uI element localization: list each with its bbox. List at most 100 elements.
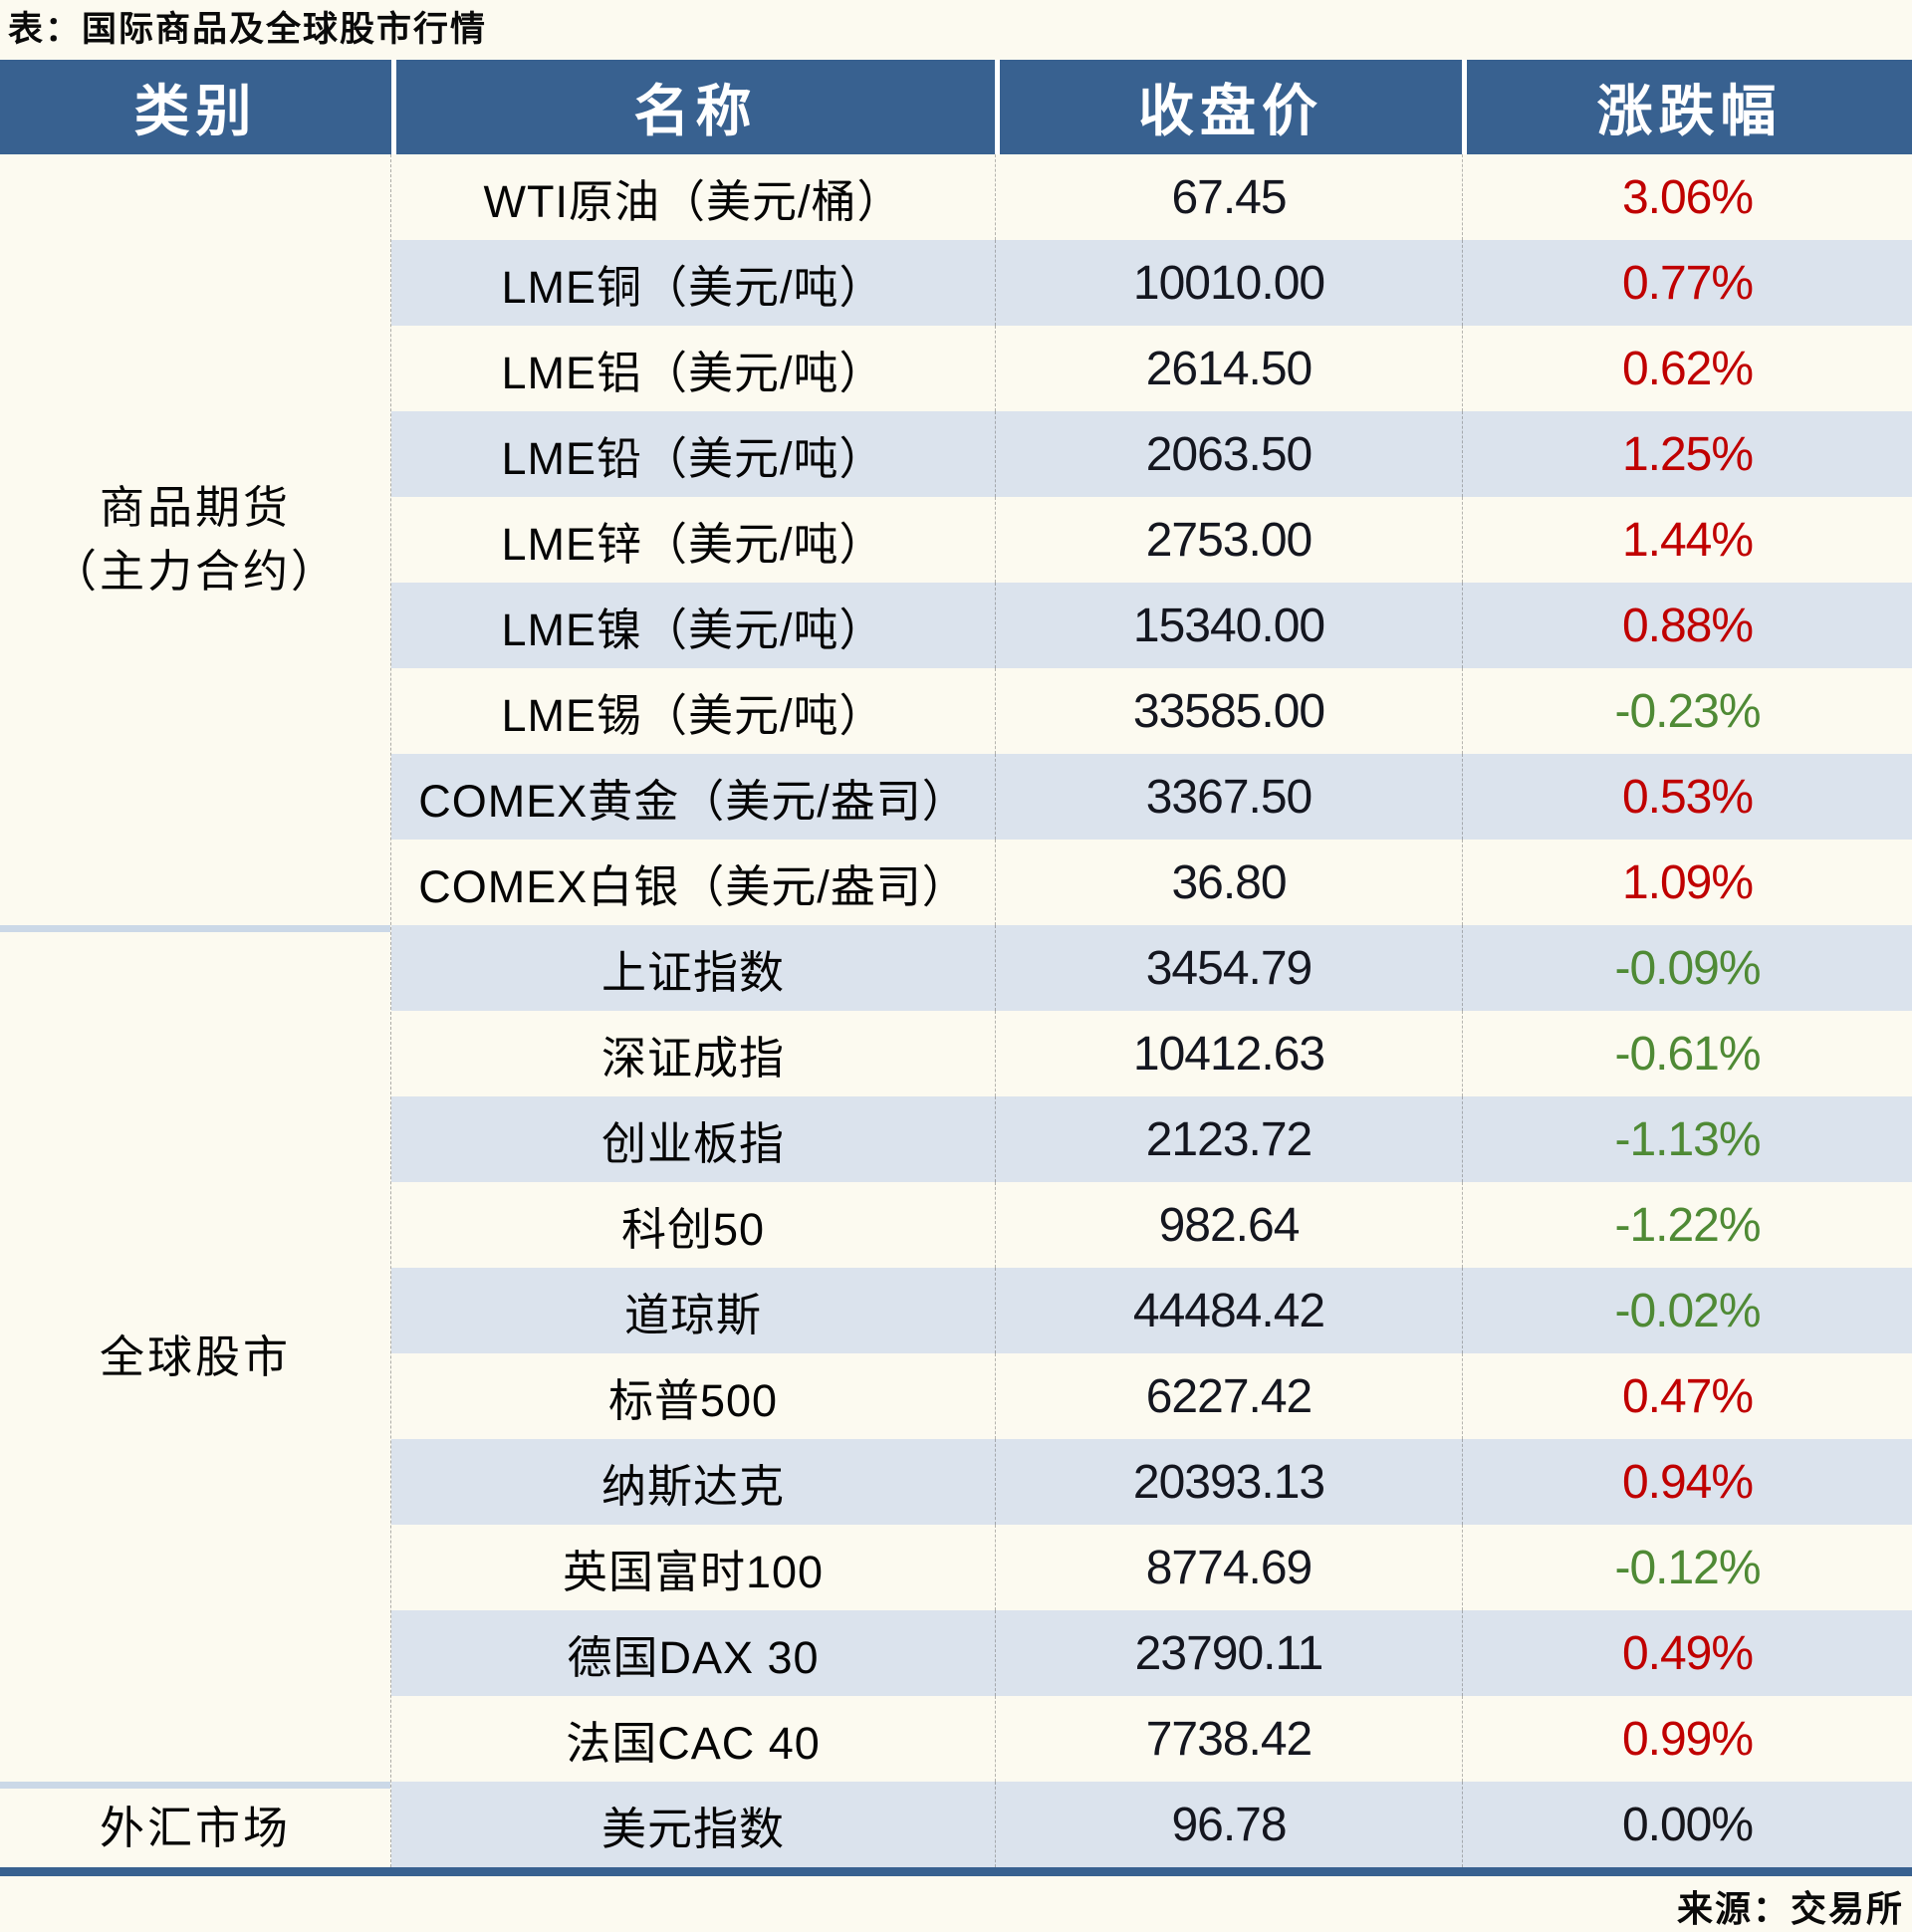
close-cell: 3454.79: [995, 925, 1462, 1011]
category-column: 商品期货 （主力合约） 全球股市外汇市场: [0, 154, 391, 1867]
table-row: LME锡（美元/吨） 33585.00 -0.23%: [391, 668, 1912, 754]
change-cell: -0.12%: [1462, 1525, 1912, 1610]
market-table: 类别 名称 收盘价 涨跌幅 商品期货 （主力合约） 全球股市外汇市场 WTI原油（美…: [0, 60, 1912, 1876]
close-cell: 2123.72: [995, 1096, 1462, 1182]
page-title: 表：国际商品及全球股市行情: [8, 10, 488, 49]
category-label: 外汇市场: [99, 1802, 291, 1853]
category-label: 全球股市: [99, 1330, 291, 1382]
table-row: 上证指数 3454.79 -0.09%: [391, 925, 1912, 1011]
close-cell: 7738.42: [995, 1696, 1462, 1782]
close-cell: 2614.50: [995, 326, 1462, 411]
name-cell: 深证成指: [600, 1032, 785, 1084]
name-cell: LME铜（美元/吨）: [501, 261, 885, 313]
table-row: LME铅（美元/吨） 2063.50 1.25%: [391, 411, 1912, 497]
name-cell: LME镍（美元/吨）: [501, 604, 885, 655]
change-cell: -0.02%: [1462, 1268, 1912, 1353]
name-cell: 标普500: [607, 1374, 779, 1426]
table-body: 商品期货 （主力合约） 全球股市外汇市场 WTI原油（美元/桶） 67.45 3.06%…: [0, 154, 1912, 1867]
close-cell: 2063.50: [995, 411, 1462, 497]
name-cell: COMEX白银（美元/盎司）: [418, 860, 968, 912]
name-cell: 创业板指: [600, 1117, 785, 1169]
close-cell: 3367.50: [995, 754, 1462, 840]
name-cell: LME锌（美元/吨）: [501, 518, 885, 570]
change-cell: -1.22%: [1462, 1182, 1912, 1268]
table-row: 深证成指 10412.63 -0.61%: [391, 1011, 1912, 1096]
close-cell: 2753.00: [995, 497, 1462, 583]
close-cell: 10412.63: [995, 1011, 1462, 1096]
name-cell: 上证指数: [600, 946, 785, 998]
close-cell: 23790.11: [995, 1610, 1462, 1696]
close-cell: 8774.69: [995, 1525, 1462, 1610]
table-row: 法国CAC 40 7738.42 0.99%: [391, 1696, 1912, 1782]
change-cell: 0.00%: [1462, 1782, 1912, 1867]
table-row: 科创50 982.64 -1.22%: [391, 1182, 1912, 1268]
close-cell: 10010.00: [995, 240, 1462, 326]
rows-column: WTI原油（美元/桶） 67.45 3.06% LME铜（美元/吨） 10010.00 0…: [391, 154, 1912, 1867]
close-cell: 96.78: [995, 1782, 1462, 1867]
change-cell: 0.99%: [1462, 1696, 1912, 1782]
name-cell: 纳斯达克: [600, 1460, 785, 1512]
table-header: 类别 名称 收盘价 涨跌幅: [0, 60, 1912, 154]
table-row: 英国富时100 8774.69 -0.12%: [391, 1525, 1912, 1610]
change-cell: 0.62%: [1462, 326, 1912, 411]
change-cell: 0.53%: [1462, 754, 1912, 840]
category-cell: 外汇市场: [0, 1782, 390, 1867]
table-row: 德国DAX 30 23790.11 0.49%: [391, 1610, 1912, 1696]
name-cell: WTI原油（美元/桶）: [483, 175, 903, 227]
name-cell: LME铝（美元/吨）: [501, 347, 885, 398]
name-cell: 英国富时100: [562, 1546, 825, 1597]
table-row: WTI原油（美元/桶） 67.45 3.06%: [391, 154, 1912, 240]
column-header-category: 类别: [133, 82, 258, 143]
table-bottom-border: [0, 1867, 1912, 1876]
change-cell: 0.49%: [1462, 1610, 1912, 1696]
category-cell: 全球股市: [0, 925, 390, 1782]
table-row: COMEX白银（美元/盎司） 36.80 1.09%: [391, 840, 1912, 925]
name-cell: COMEX黄金（美元/盎司）: [418, 775, 968, 827]
category-label: （主力合约）: [51, 546, 339, 597]
close-cell: 982.64: [995, 1182, 1462, 1268]
name-cell: 美元指数: [600, 1803, 785, 1854]
name-cell: 道琼斯: [623, 1289, 762, 1340]
source-note: 来源：交易所: [1676, 1888, 1904, 1929]
change-cell: -0.09%: [1462, 925, 1912, 1011]
close-cell: 20393.13: [995, 1439, 1462, 1525]
column-header-change: 涨跌幅: [1462, 60, 1912, 154]
table-row: 标普500 6227.42 0.47%: [391, 1353, 1912, 1439]
change-cell: 1.44%: [1462, 497, 1912, 583]
table-row: 道琼斯 44484.42 -0.02%: [391, 1268, 1912, 1353]
table-row: COMEX黄金（美元/盎司） 3367.50 0.53%: [391, 754, 1912, 840]
close-cell: 36.80: [995, 840, 1462, 925]
change-cell: 0.77%: [1462, 240, 1912, 326]
close-cell: 33585.00: [995, 668, 1462, 754]
table-row: 创业板指 2123.72 -1.13%: [391, 1096, 1912, 1182]
change-cell: 0.94%: [1462, 1439, 1912, 1525]
table-row: LME铜（美元/吨） 10010.00 0.77%: [391, 240, 1912, 326]
change-cell: 1.25%: [1462, 411, 1912, 497]
close-cell: 15340.00: [995, 583, 1462, 668]
change-cell: 0.88%: [1462, 583, 1912, 668]
table-row: 美元指数 96.78 0.00%: [391, 1782, 1912, 1867]
close-cell: 67.45: [995, 154, 1462, 240]
table-row: LME锌（美元/吨） 2753.00 1.44%: [391, 497, 1912, 583]
category-cell: 商品期货 （主力合约）: [0, 154, 390, 925]
name-cell: 法国CAC 40: [566, 1717, 821, 1769]
column-header-close: 收盘价: [995, 60, 1462, 154]
name-cell: 科创50: [620, 1203, 766, 1255]
name-cell: LME锡（美元/吨）: [501, 689, 885, 741]
table-row: 纳斯达克 20393.13 0.94%: [391, 1439, 1912, 1525]
change-cell: -1.13%: [1462, 1096, 1912, 1182]
name-cell: LME铅（美元/吨）: [501, 432, 885, 484]
change-cell: 1.09%: [1462, 840, 1912, 925]
name-cell: 德国DAX 30: [567, 1631, 820, 1683]
table-row: LME铝（美元/吨） 2614.50 0.62%: [391, 326, 1912, 411]
table-row: LME镍（美元/吨） 15340.00 0.88%: [391, 583, 1912, 668]
change-cell: 0.47%: [1462, 1353, 1912, 1439]
change-cell: -0.23%: [1462, 668, 1912, 754]
change-cell: 3.06%: [1462, 154, 1912, 240]
close-cell: 44484.42: [995, 1268, 1462, 1353]
change-cell: -0.61%: [1462, 1011, 1912, 1096]
column-header-name: 名称: [391, 60, 995, 154]
close-cell: 6227.42: [995, 1353, 1462, 1439]
category-label: 商品期货: [99, 482, 291, 533]
